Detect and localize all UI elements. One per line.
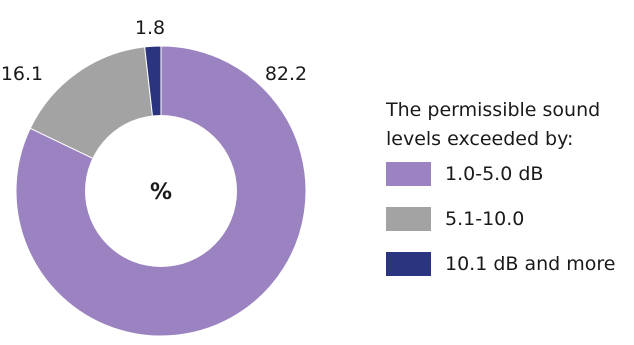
legend-items: 1.0-5.0 dB 5.1-10.0 10.1 dB and more <box>386 162 634 276</box>
legend-label: 1.0-5.0 dB <box>445 163 544 185</box>
legend-label: 10.1 dB and more <box>445 253 616 275</box>
value-labels: 82.2 16.1 1.8 <box>1 17 307 85</box>
legend-item-10-1-db-and-more: 10.1 dB and more <box>386 252 634 276</box>
legend-swatch <box>386 162 431 186</box>
legend: The permissible sound levels exceeded by… <box>386 96 634 297</box>
legend-label: 5.1-10.0 <box>445 208 525 230</box>
donut-chart: % 82.2 16.1 1.8 <box>1 17 307 337</box>
legend-title: The permissible sound levels exceeded by… <box>386 99 601 150</box>
center-label: % <box>150 180 172 205</box>
legend-item-5-1-10-0: 5.1-10.0 <box>386 207 634 231</box>
donut-hole <box>85 115 237 267</box>
legend-item-1-0-5-0-db: 1.0-5.0 dB <box>386 162 634 186</box>
value-label-5-1-10-0: 16.1 <box>1 63 43 85</box>
value-label-1-0-5-0-db: 82.2 <box>265 63 307 85</box>
legend-swatch <box>386 207 431 231</box>
value-label-10-1-db-and-more: 1.8 <box>135 17 165 39</box>
legend-swatch <box>386 252 431 276</box>
